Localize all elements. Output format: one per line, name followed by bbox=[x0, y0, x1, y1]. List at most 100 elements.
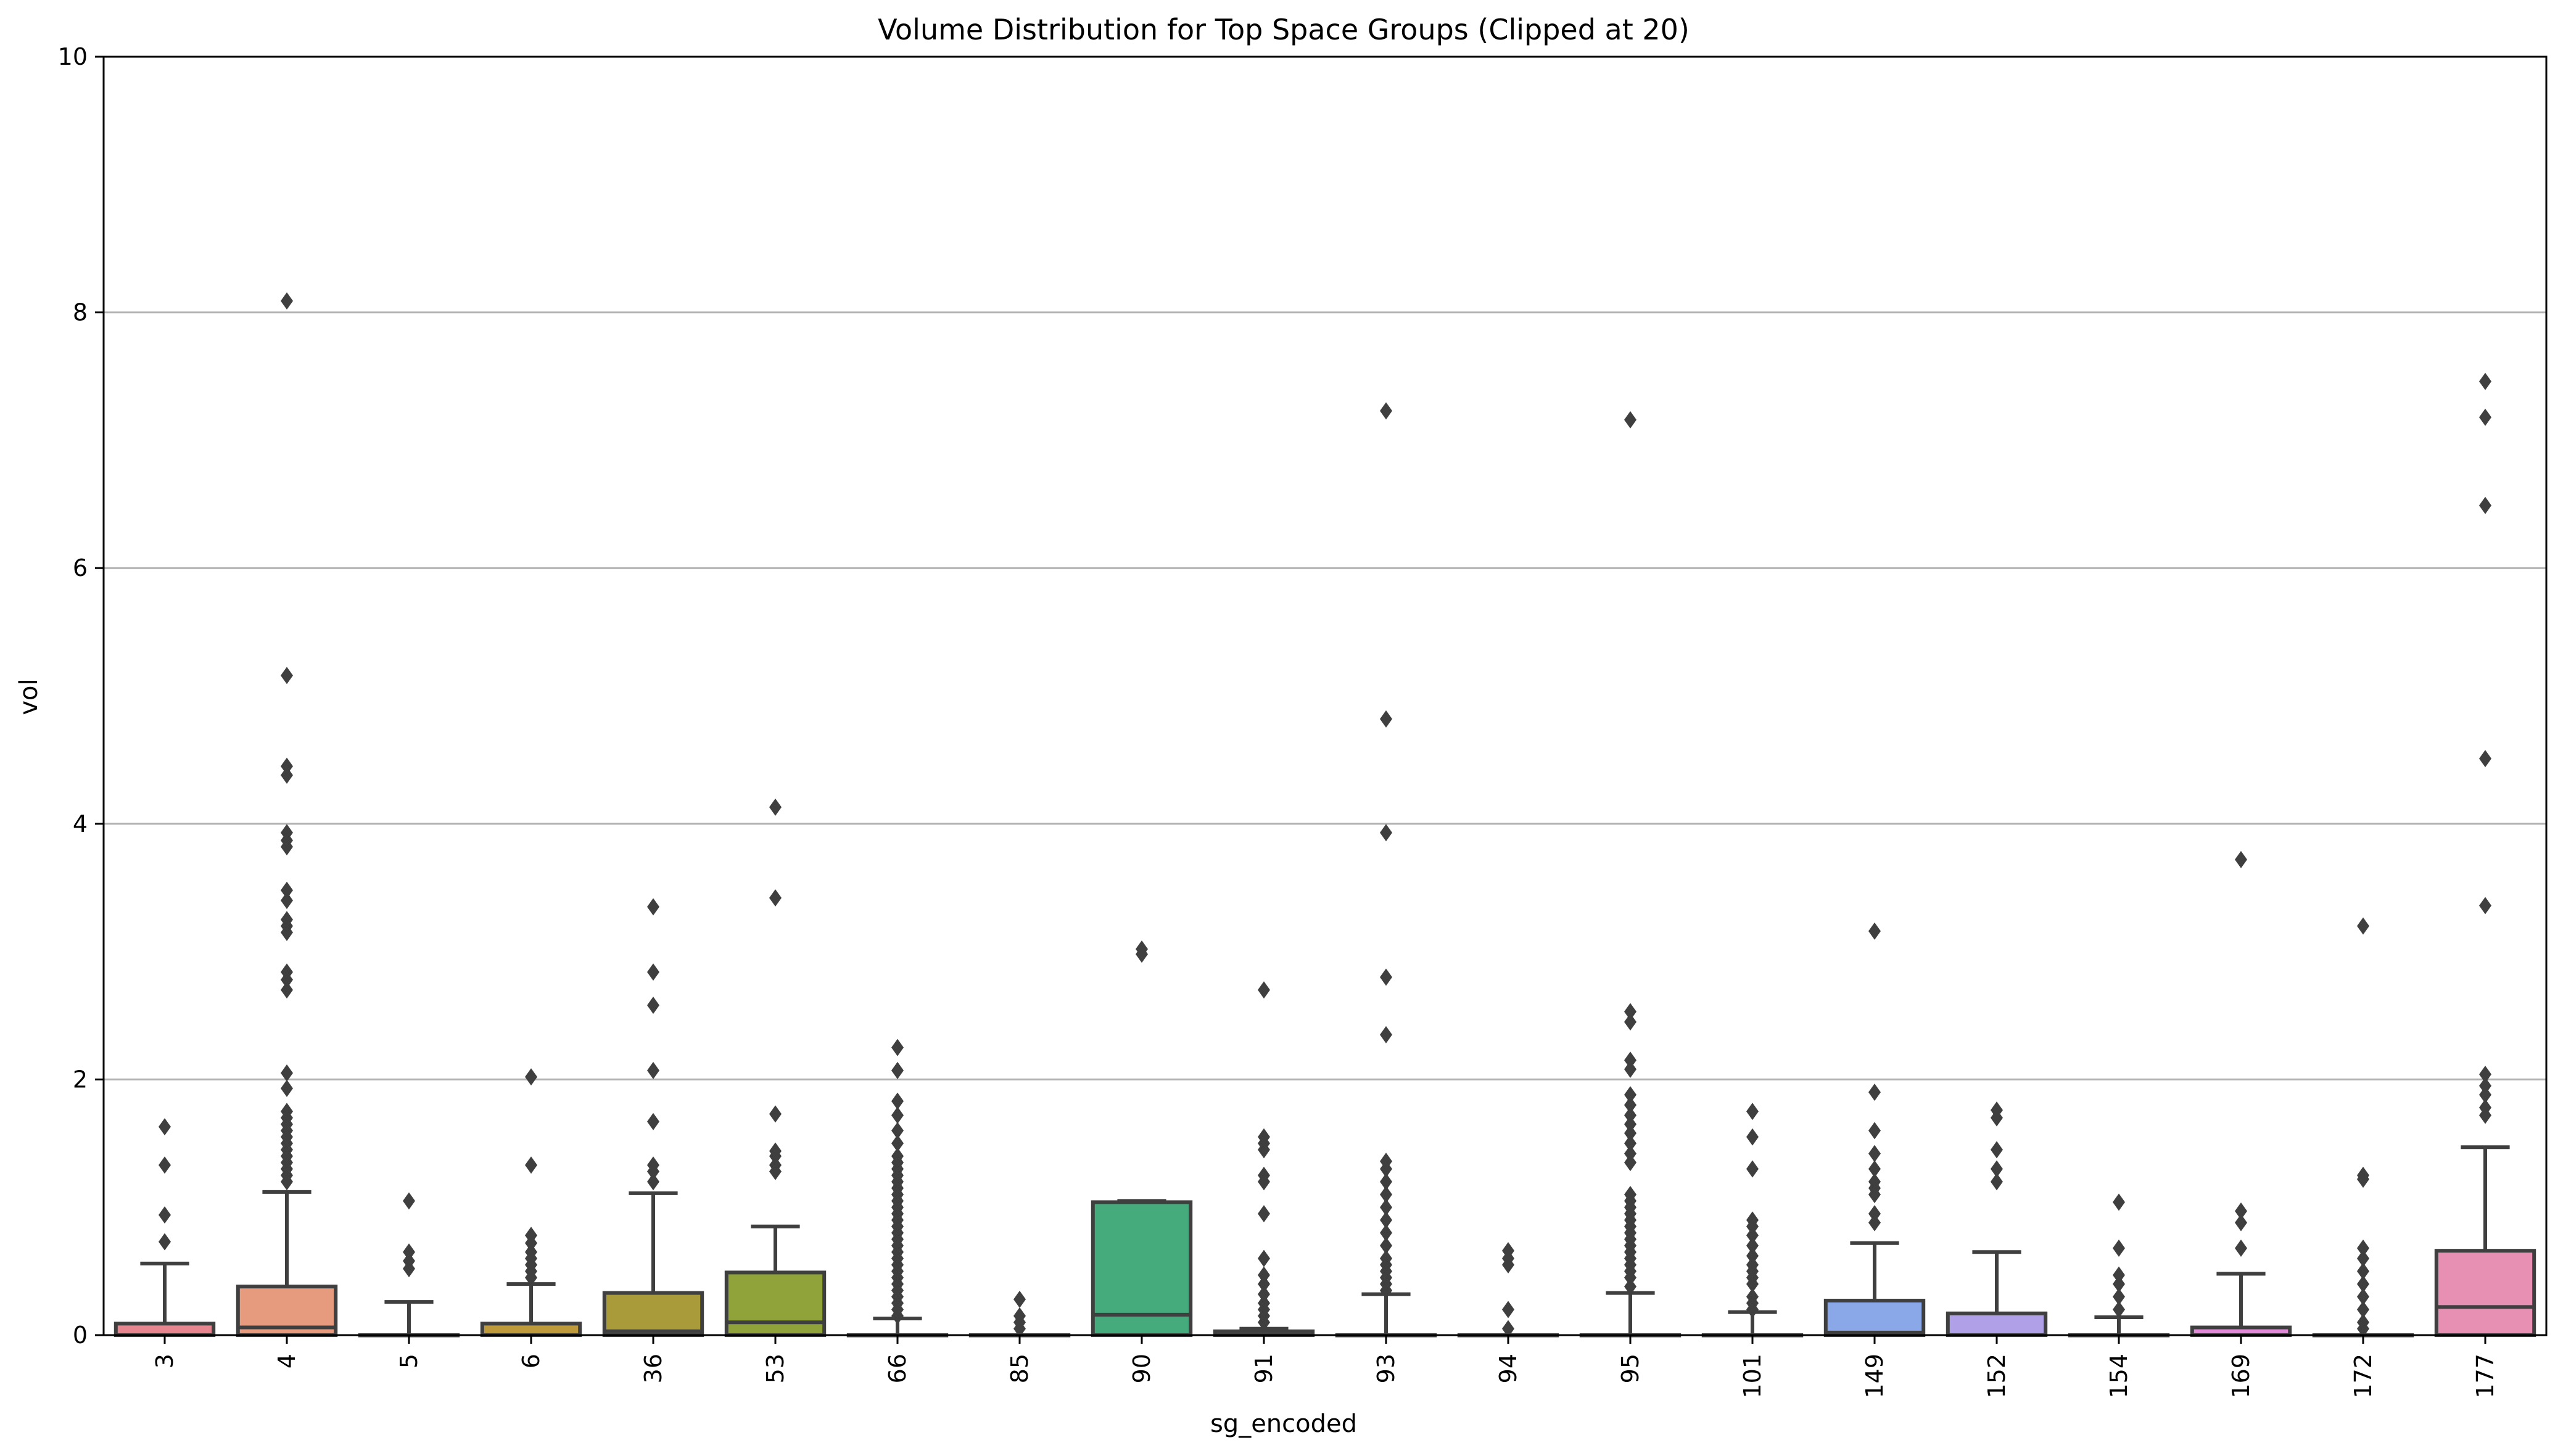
box-5 bbox=[358, 1192, 460, 1338]
outlier-point bbox=[2357, 1288, 2369, 1306]
outlier-point bbox=[1258, 1205, 1270, 1223]
outlier-point bbox=[281, 963, 293, 981]
outlier-point bbox=[647, 963, 659, 981]
outlier-point bbox=[1258, 1285, 1270, 1303]
outlier-point bbox=[1502, 1242, 1514, 1260]
x-tick-label: 4 bbox=[273, 1354, 300, 1368]
x-tick-label: 169 bbox=[2227, 1354, 2255, 1399]
x-tick-label: 94 bbox=[1495, 1354, 1522, 1383]
outlier-point bbox=[1380, 1198, 1392, 1216]
outlier-point bbox=[1868, 1173, 1881, 1191]
outlier-point bbox=[1258, 1275, 1270, 1293]
outlier-point bbox=[769, 1156, 782, 1174]
y-tick-label: 10 bbox=[58, 43, 88, 70]
outlier-point bbox=[2113, 1193, 2125, 1211]
outlier-point bbox=[891, 1106, 904, 1124]
outlier-point bbox=[769, 889, 782, 907]
outlier-point bbox=[1868, 1122, 1881, 1140]
box-91 bbox=[1213, 981, 1315, 1338]
box-177 bbox=[2434, 372, 2536, 1337]
outlier-point bbox=[2479, 1099, 2491, 1117]
outlier-point bbox=[2479, 1077, 2491, 1095]
outlier-point bbox=[281, 292, 293, 310]
outlier-point bbox=[647, 997, 659, 1014]
outlier-point bbox=[1380, 968, 1392, 986]
outlier-point bbox=[1380, 1249, 1392, 1267]
outlier-point bbox=[769, 1105, 782, 1123]
x-tick-label: 91 bbox=[1250, 1354, 1277, 1383]
iqr-box bbox=[1823, 1299, 1926, 1338]
x-tick-label: 85 bbox=[1006, 1354, 1033, 1383]
outlier-point bbox=[1991, 1141, 2003, 1159]
x-tick-label: 95 bbox=[1617, 1354, 1644, 1383]
outlier-point bbox=[891, 1092, 904, 1110]
box-93 bbox=[1335, 402, 1437, 1338]
outlier-point bbox=[1258, 1266, 1270, 1284]
outlier-point bbox=[891, 1135, 904, 1153]
outlier-point bbox=[1746, 1227, 1759, 1244]
outlier-point bbox=[403, 1243, 415, 1261]
x-tick-label: 5 bbox=[395, 1354, 423, 1368]
outlier-point bbox=[1624, 1096, 1636, 1114]
x-tick-label: 53 bbox=[762, 1354, 789, 1383]
box-154 bbox=[2068, 1193, 2170, 1338]
outlier-point bbox=[1380, 824, 1392, 842]
outlier-point bbox=[647, 1173, 659, 1191]
outlier-point bbox=[2479, 408, 2491, 426]
outlier-point bbox=[1380, 1236, 1392, 1254]
outlier-point bbox=[2235, 1202, 2247, 1220]
outlier-point bbox=[1624, 1115, 1636, 1133]
outlier-point bbox=[1380, 710, 1392, 728]
box-169 bbox=[2190, 850, 2292, 1338]
x-tick-label: 3 bbox=[151, 1354, 178, 1368]
x-tick-label: 66 bbox=[884, 1354, 911, 1383]
outlier-point bbox=[159, 1206, 171, 1224]
outlier-point bbox=[403, 1192, 415, 1210]
box-36 bbox=[602, 898, 704, 1338]
outlier-point bbox=[1868, 1084, 1881, 1101]
outlier-point bbox=[1258, 981, 1270, 999]
outlier-point bbox=[281, 881, 293, 899]
outlier-point bbox=[2357, 1314, 2369, 1331]
box-85 bbox=[968, 1290, 1071, 1338]
y-axis: 0 2 4 6 8 10 bbox=[58, 43, 104, 1349]
x-tick-label: 36 bbox=[640, 1354, 667, 1383]
x-tick-label: 149 bbox=[1861, 1354, 1888, 1399]
outlier-point bbox=[281, 981, 293, 999]
outlier-point bbox=[1624, 1154, 1636, 1172]
outlier-point bbox=[1013, 1307, 1026, 1325]
outlier-point bbox=[647, 1156, 659, 1174]
outlier-point bbox=[525, 1227, 537, 1244]
outlier-point bbox=[1380, 402, 1392, 420]
y-tick-label: 6 bbox=[73, 554, 88, 582]
outlier-point bbox=[2235, 850, 2247, 868]
box-172 bbox=[2312, 917, 2414, 1338]
outlier-point bbox=[1991, 1101, 2003, 1119]
outlier-point bbox=[647, 1113, 659, 1130]
outlier-point bbox=[1868, 1205, 1881, 1223]
outlier-point bbox=[1258, 1249, 1270, 1267]
outlier-point bbox=[281, 757, 293, 775]
outlier-point bbox=[2357, 1262, 2369, 1280]
x-tick-label: 152 bbox=[1983, 1354, 2010, 1399]
outlier-point bbox=[1746, 1128, 1759, 1146]
outlier-point bbox=[1380, 1211, 1392, 1229]
x-tick-label: 177 bbox=[2472, 1354, 2499, 1399]
outlier-point bbox=[281, 667, 293, 685]
outlier-point bbox=[525, 1243, 537, 1261]
box-6 bbox=[480, 1068, 582, 1338]
chart-title: Volume Distribution for Top Space Groups… bbox=[878, 13, 1690, 46]
outlier-point bbox=[2357, 917, 2369, 935]
outlier-point bbox=[2479, 496, 2491, 514]
outlier-point bbox=[1624, 1051, 1636, 1069]
gridlines bbox=[104, 311, 2546, 1080]
outlier-point bbox=[2357, 1166, 2369, 1184]
outlier-point bbox=[2479, 1086, 2491, 1104]
outlier-point bbox=[1624, 1278, 1636, 1296]
outlier-point bbox=[1868, 1160, 1881, 1178]
outlier-point bbox=[1746, 1211, 1759, 1229]
outlier-point bbox=[647, 898, 659, 916]
outlier-point bbox=[1624, 1145, 1636, 1162]
outlier-point bbox=[2113, 1266, 2125, 1284]
outlier-point bbox=[2479, 897, 2491, 915]
